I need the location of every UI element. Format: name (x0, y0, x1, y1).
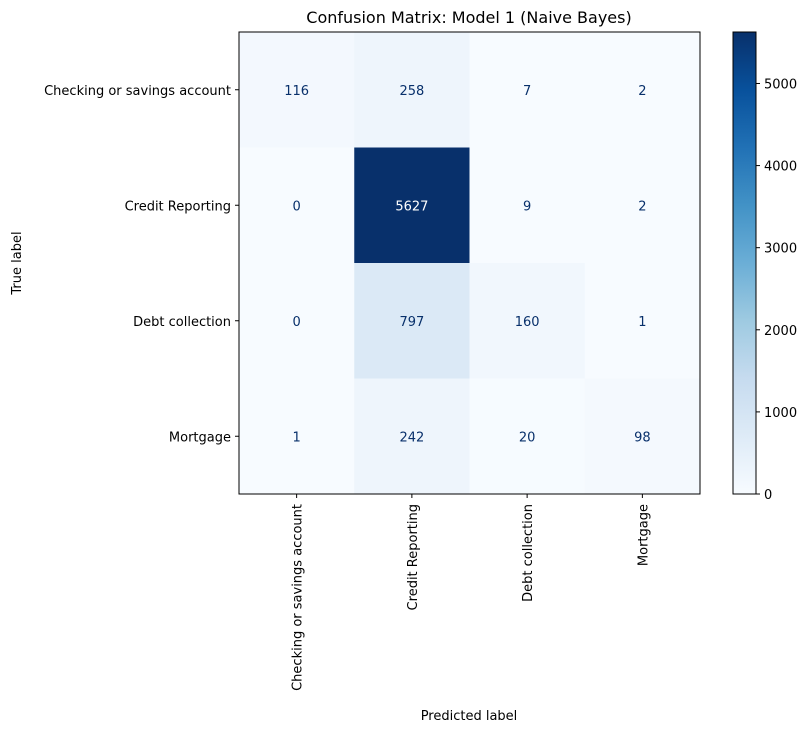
heatmap-cell (584, 263, 701, 379)
x-tick-label: Mortgage (636, 504, 651, 566)
heatmap-cell (239, 378, 355, 495)
cell-value-label: 98 (634, 430, 651, 445)
colorbar-tick-label: 0 (764, 488, 772, 503)
cell-value-label: 2 (638, 199, 646, 214)
y-axis-label: True label (10, 231, 25, 295)
cell-value-label: 0 (292, 199, 300, 214)
cell-value-label: 258 (399, 84, 424, 99)
heatmap-cell (354, 263, 470, 379)
heatmap-cell (239, 263, 355, 379)
heatmap-cell (354, 378, 470, 495)
x-axis-label: Predicted label (421, 709, 518, 724)
heatmap-cell (584, 32, 701, 148)
heatmap-cell (239, 32, 355, 148)
y-tick-label: Debt collection (133, 315, 231, 330)
heatmap-cell (469, 263, 586, 379)
heatmap-cell (469, 378, 586, 495)
y-tick-label: Checking or savings account (44, 84, 231, 99)
y-tick-label: Mortgage (169, 430, 231, 445)
cell-value-label: 160 (515, 315, 540, 330)
colorbar (732, 31, 757, 495)
colorbar-tick-label: 2000 (764, 324, 797, 339)
heatmap-cell (354, 147, 470, 264)
chart-title: Confusion Matrix: Model 1 (Naive Bayes) (306, 8, 631, 27)
x-axis-ticks: Checking or savings account Credit Report… (291, 494, 651, 691)
cell-value-label: 7 (523, 84, 531, 99)
colorbar-tick-label: 1000 (764, 406, 797, 421)
colorbar-tick-label: 5000 (764, 77, 797, 92)
cell-value-label: 1 (638, 315, 646, 330)
heatmap-cell (469, 147, 586, 264)
heatmap-cell (584, 147, 701, 264)
cell-value-label: 5627 (395, 199, 428, 214)
x-tick-label: Checking or savings account (291, 504, 306, 691)
heatmap-cell-labels: 116 258 7 20 5627 9 20 797 160 11 242 20 98 (284, 84, 650, 446)
cell-value-label: 1 (292, 430, 300, 445)
cell-value-label: 2 (638, 84, 646, 99)
cell-value-label: 0 (292, 315, 300, 330)
heatmap-cell (469, 32, 586, 148)
heatmap-cell (584, 378, 701, 495)
y-axis-ticks: Checking or savings account Credit Report… (44, 84, 239, 445)
heatmap-cells (239, 32, 701, 495)
colorbar-ticks: 0 1000 2000 3000 4000 5000 (756, 77, 797, 503)
x-tick-label: Credit Reporting (406, 504, 421, 610)
heatmap-cell (354, 32, 470, 148)
plot-frame (238, 31, 701, 495)
x-tick-label: Debt collection (521, 504, 536, 602)
colorbar-tick-label: 4000 (764, 160, 797, 175)
cell-value-label: 797 (399, 315, 424, 330)
cell-value-label: 242 (399, 430, 424, 445)
cell-value-label: 9 (523, 199, 531, 214)
heatmap-cell (239, 147, 355, 264)
colorbar-tick-label: 3000 (764, 242, 797, 257)
y-tick-label: Credit Reporting (125, 199, 231, 214)
cell-value-label: 20 (519, 430, 536, 445)
cell-value-label: 116 (284, 84, 309, 99)
